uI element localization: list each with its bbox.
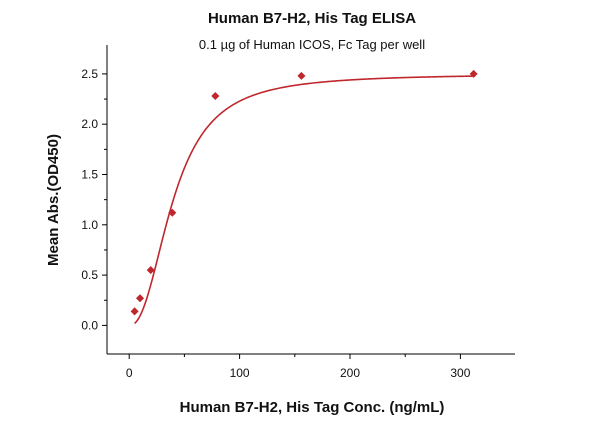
data-point: [146, 266, 155, 275]
x-tick-label: 300: [450, 366, 470, 380]
y-tick-label: 2.5: [81, 67, 98, 81]
fit-curve: [134, 75, 474, 324]
data-point: [469, 69, 478, 78]
x-tick-label: 100: [230, 366, 250, 380]
y-tick-label: 1.5: [81, 168, 98, 182]
data-point: [168, 208, 177, 217]
x-axis-label: Human B7-H2, His Tag Conc. (ng/mL): [180, 399, 445, 416]
data-point: [130, 307, 139, 316]
data-point: [297, 71, 306, 80]
x-tick-label: 200: [340, 366, 360, 380]
chart-subtitle: 0.1 µg of Human ICOS, Fc Tag per well: [199, 37, 425, 52]
y-axis-label: Mean Abs.(OD450): [45, 134, 62, 266]
y-tick-label: 1.0: [81, 218, 98, 232]
y-tick-label: 0.5: [81, 268, 98, 282]
data-point: [211, 92, 220, 101]
data-point: [135, 294, 145, 303]
x-ticks: 0 100 200 300: [126, 354, 471, 380]
y-tick-label: 2.0: [81, 117, 98, 131]
y-tick-label: 0.0: [81, 318, 98, 332]
y-ticks: 0.0 0.5 1.0 1.5 2.0 2.5: [81, 67, 107, 332]
data-points: [130, 69, 478, 316]
chart-title: Human B7-H2, His Tag ELISA: [208, 10, 416, 27]
x-tick-label: 0: [126, 366, 133, 380]
